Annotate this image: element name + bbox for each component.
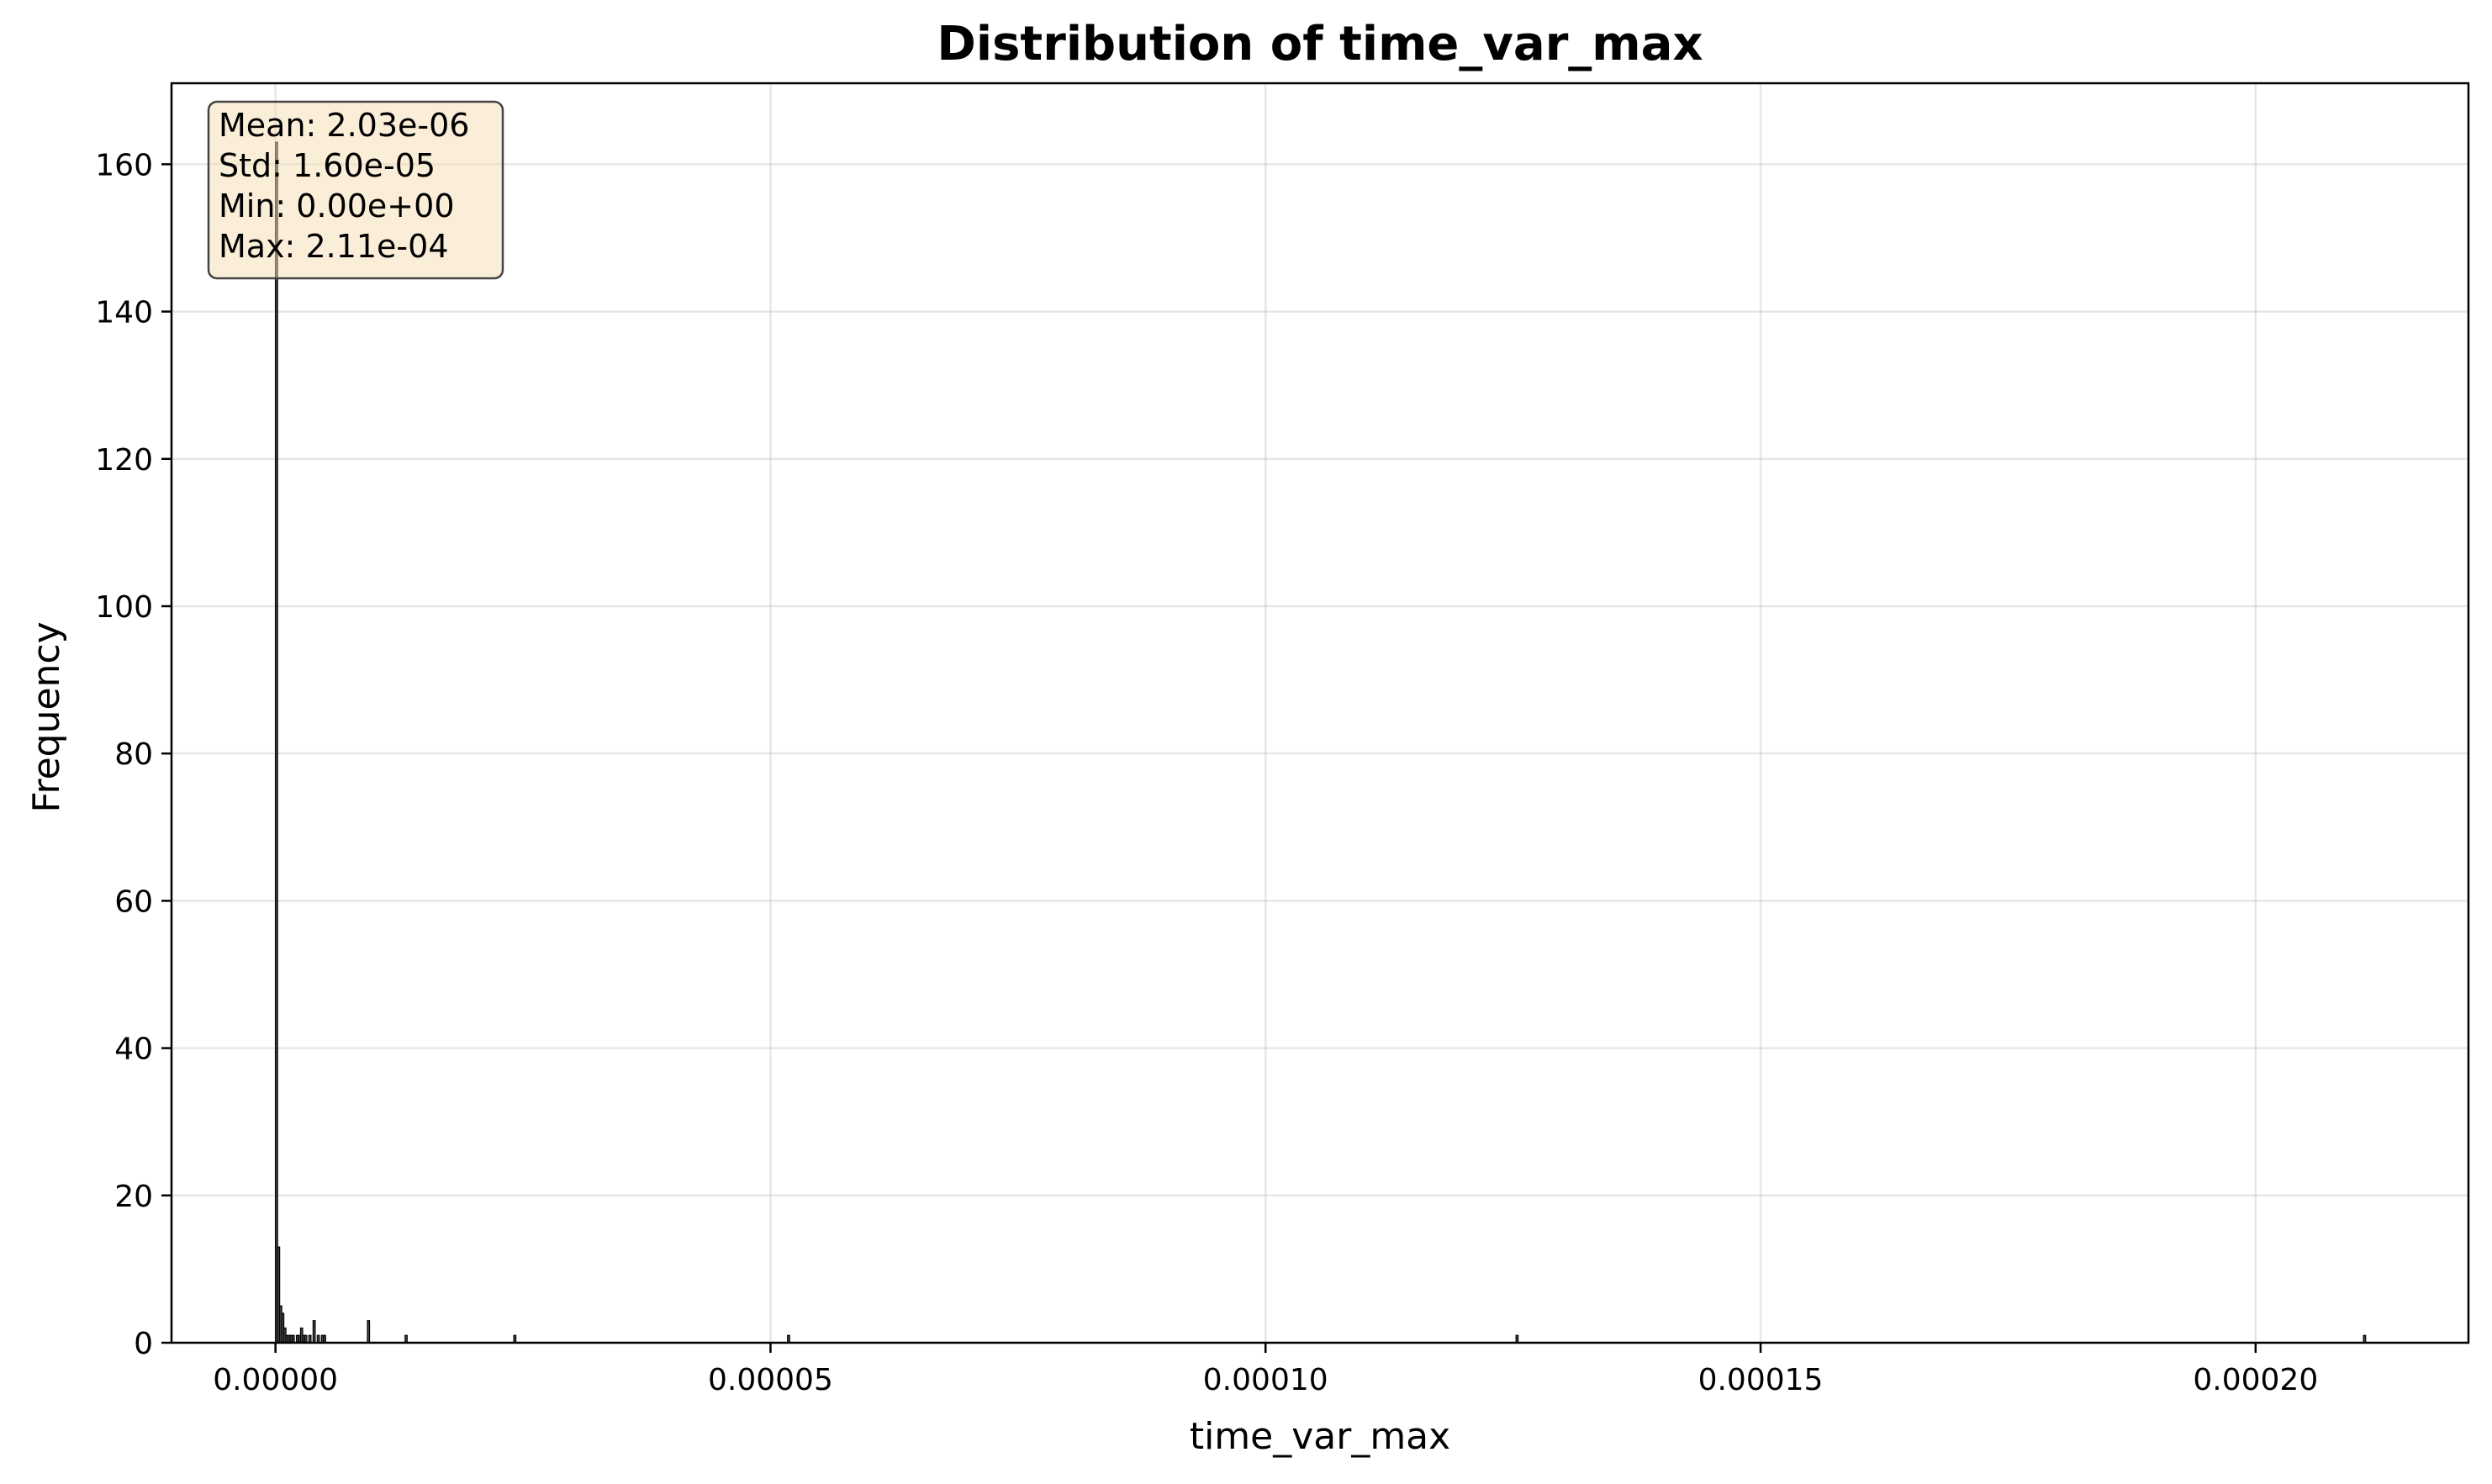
y-tick-label: 140 [95,296,153,330]
stats-std: Std: 1.60e-05 [219,147,436,184]
y-tick-label: 100 [95,590,153,625]
y-tick-label: 160 [95,148,153,182]
plot-area-frame [170,82,2470,1344]
histogram-bar [308,1334,312,1344]
y-tick-label: 60 [114,885,153,919]
x-tick-label: 0.00015 [1698,1363,1824,1397]
histogram-bar [1515,1334,1519,1344]
x-axis-label: time_var_max [1190,1415,1450,1458]
x-tick-label: 0.00000 [213,1363,338,1397]
chart-title: Distribution of time_var_max [937,17,1703,71]
y-tick-label: 80 [114,737,153,772]
y-tick-label: 0 [134,1327,153,1361]
x-tick-label: 0.00010 [1203,1363,1328,1397]
y-tick-label: 40 [114,1032,153,1067]
x-axis-ticks: 0.00000 0.00005 0.00010 0.00015 0.00020 [213,1343,2318,1397]
grid-lines [172,83,2468,1344]
histogram-bar [291,1334,295,1344]
stats-mean: Mean: 2.03e-06 [219,107,469,144]
y-tick-label: 20 [114,1180,153,1214]
y-axis-ticks: 0 20 40 60 80 100 120 140 160 [95,148,172,1361]
x-tick-label: 0.00005 [708,1363,833,1397]
histogram-bar [367,1320,371,1344]
histogram-bar [275,141,278,1344]
y-axis-label: Frequency [25,621,68,812]
histogram-bar [787,1334,790,1344]
stats-box: Mean: 2.03e-06 Std: 1.60e-05 Min: 0.00e+… [207,100,504,280]
histogram-bar [312,1320,316,1344]
histogram-bar [323,1334,326,1344]
histogram-bar [304,1334,308,1344]
stats-min: Min: 0.00e+00 [219,187,455,224]
histogram-bar [404,1334,408,1344]
histogram-bar [2363,1334,2367,1344]
stats-max: Max: 2.11e-04 [219,228,449,265]
x-tick-label: 0.00020 [2193,1363,2318,1397]
histogram-bar [513,1334,517,1344]
histogram-bar [316,1334,320,1344]
stats-box-background [207,100,504,280]
y-tick-label: 120 [95,443,153,478]
